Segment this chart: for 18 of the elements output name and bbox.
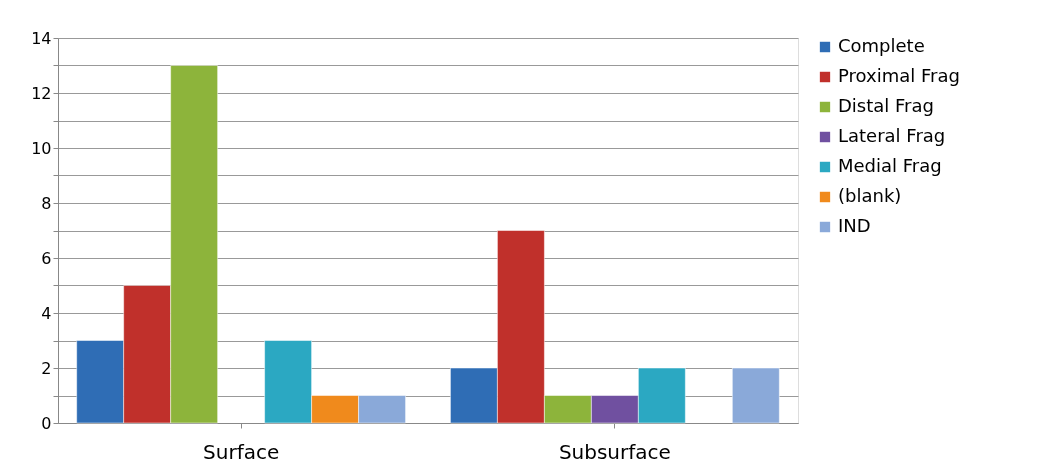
legend-label: Complete bbox=[838, 35, 925, 56]
y-tick-label: 10 bbox=[31, 138, 52, 158]
y-tick-label: 8 bbox=[41, 193, 52, 213]
legend-label: Medial Frag bbox=[838, 155, 942, 176]
legend-label: IND bbox=[838, 215, 871, 236]
y-tick-label: 6 bbox=[41, 248, 52, 268]
legend-label: (blank) bbox=[838, 185, 902, 206]
y-tick-label: 4 bbox=[41, 303, 52, 323]
legend-label: Proximal Frag bbox=[838, 65, 960, 86]
x-tick-label: Subsurface bbox=[558, 439, 671, 464]
x-tick-label: Surface bbox=[203, 439, 280, 464]
y-tick-label: 12 bbox=[31, 83, 52, 103]
bar bbox=[732, 367, 780, 424]
y-tick-label: 0 bbox=[41, 413, 52, 433]
legend-label: Lateral Frag bbox=[838, 125, 946, 146]
y-tick-label: 14 bbox=[31, 28, 52, 48]
legend-label: Distal Frag bbox=[838, 95, 934, 116]
y-tick-label: 2 bbox=[41, 358, 52, 378]
